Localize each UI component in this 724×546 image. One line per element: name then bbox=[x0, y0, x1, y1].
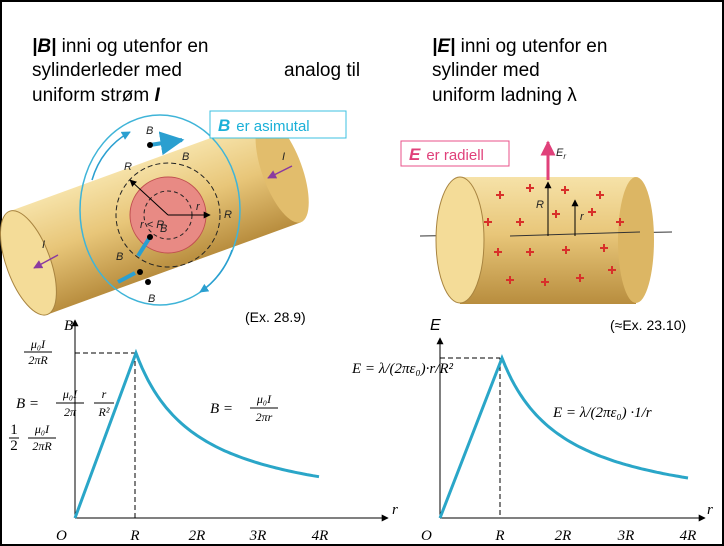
fraction-num: μ₀I bbox=[30, 337, 46, 351]
label: B bbox=[116, 251, 123, 263]
point bbox=[147, 142, 153, 148]
origin-label: O bbox=[56, 528, 67, 544]
fraction-num: 1 bbox=[10, 422, 18, 438]
symbol: I bbox=[154, 85, 160, 106]
text: inni og utenfor en bbox=[56, 36, 208, 57]
left-heading-line: |B| inni og utenfor en bbox=[32, 36, 208, 57]
right-heading-line: sylinder med bbox=[432, 60, 540, 81]
analog-text: analog til bbox=[284, 60, 360, 81]
reference: (≈Ex. 23.10) bbox=[610, 317, 686, 333]
text: er asimutal bbox=[236, 118, 309, 135]
left-heading-line: sylinderleder med bbox=[32, 60, 182, 81]
symbol: E bbox=[409, 145, 421, 164]
fraction-den: 2π bbox=[64, 405, 77, 419]
label: I bbox=[42, 239, 45, 251]
x-axis-label: r bbox=[392, 502, 398, 518]
label: B bbox=[148, 293, 155, 305]
fraction-den: 2πr bbox=[256, 410, 273, 424]
fraction-den: 2πR bbox=[28, 353, 48, 367]
text: uniform strøm bbox=[32, 85, 154, 106]
label: R bbox=[536, 199, 544, 211]
symbol: B bbox=[218, 116, 230, 135]
fraction-num: μ₀I bbox=[62, 387, 78, 401]
page: {"left_heading": {"symbol": "|B|", "line… bbox=[0, 0, 724, 546]
label-sub: r bbox=[563, 152, 566, 161]
x-tick-label: R bbox=[129, 528, 139, 544]
reference: (Ex. 28.9) bbox=[245, 309, 306, 325]
label: R bbox=[224, 209, 232, 221]
cylinder-end bbox=[618, 177, 654, 303]
x-tick-label: 4R bbox=[680, 528, 697, 544]
x-tick-label: 3R bbox=[249, 528, 267, 544]
text: er radiell bbox=[426, 147, 484, 164]
fraction-den: 2πR bbox=[32, 439, 52, 453]
x-tick-label: R bbox=[494, 528, 504, 544]
label: I bbox=[282, 151, 285, 163]
left-heading-line: uniform strøm I bbox=[32, 85, 160, 106]
formula: E = λ/(2πε₀) ·1/r bbox=[552, 405, 652, 421]
slide: |B| inni og utenfor en sylinderleder med… bbox=[0, 0, 724, 546]
x-tick-label: 2R bbox=[189, 528, 206, 544]
right-heading-line: uniform ladning λ bbox=[432, 85, 577, 106]
formula: E = λ/(2πε₀)·r/R² bbox=[351, 361, 453, 377]
label: R bbox=[124, 161, 132, 173]
x-tick-label: 4R bbox=[312, 528, 329, 544]
fraction-num: r bbox=[102, 387, 107, 401]
cylinder-end bbox=[436, 177, 484, 303]
label: B bbox=[182, 151, 189, 163]
fraction-num: μ₀I bbox=[256, 392, 272, 406]
origin-label: O bbox=[421, 528, 432, 544]
label: B bbox=[146, 125, 153, 137]
point bbox=[145, 279, 151, 285]
x-axis-label: r bbox=[707, 502, 713, 518]
y-axis-label: B bbox=[64, 318, 73, 334]
formula-lhs: B = bbox=[16, 396, 39, 412]
point bbox=[137, 269, 143, 275]
symbol: |B| bbox=[32, 36, 56, 57]
text: inni og utenfor en bbox=[455, 36, 607, 57]
right-heading-line: |E| inni og utenfor en bbox=[432, 36, 607, 57]
x-tick-label: 3R bbox=[617, 528, 635, 544]
label: r < R bbox=[140, 219, 164, 231]
point bbox=[147, 234, 153, 240]
fraction-den: R² bbox=[98, 405, 110, 419]
y-axis-label: E bbox=[430, 317, 441, 334]
formula-lhs: B = bbox=[210, 401, 233, 417]
symbol: |E| bbox=[432, 36, 455, 57]
fraction-den: 2 bbox=[10, 438, 18, 454]
fraction-num: μ₀I bbox=[34, 422, 50, 436]
x-tick-label: 2R bbox=[555, 528, 572, 544]
